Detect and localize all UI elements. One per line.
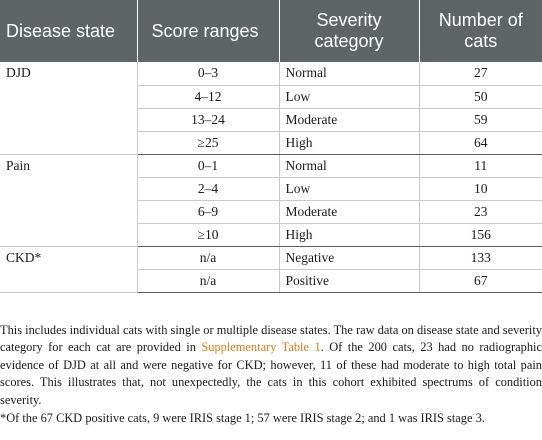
score-range-cell: 4–12	[136, 85, 279, 109]
table-row: 13–24 Moderate 59	[0, 108, 542, 132]
header-severity-category: Severity category	[278, 0, 419, 62]
table-row: DJD 0–3 Normal 27	[0, 62, 542, 155]
header-disease-state: Disease state	[0, 0, 137, 62]
footnote: *Of the 67 CKD positive cats, 9 were IRI…	[0, 411, 485, 426]
table-header: Disease state Score ranges Severity cate…	[0, 0, 542, 62]
severity-category-cell: High	[278, 131, 419, 155]
severity-category-cell: Low	[278, 85, 419, 109]
number-of-cats-cell: 27	[418, 62, 542, 86]
severity-category-cell: Moderate	[278, 200, 419, 224]
score-range-cell: 2–4	[136, 177, 279, 201]
severity-category-cell: Positive	[278, 269, 419, 293]
number-of-cats-cell: 59	[418, 108, 542, 132]
table-row: CKD* n/a Negative 133	[0, 246, 542, 293]
severity-category-cell: Negative	[278, 246, 419, 270]
data-table: Disease state Score ranges Severity cate…	[0, 0, 542, 293]
disease-state-cell: DJD	[0, 62, 137, 155]
table-row: n/a Positive 67	[0, 269, 542, 293]
disease-state-cell: CKD*	[0, 246, 137, 293]
explanatory-paragraph: This includes individual cats with singl…	[0, 322, 542, 409]
severity-category-cell: High	[278, 223, 419, 247]
score-range-cell: ≥10	[136, 223, 279, 247]
table-row: Pain 0–1 Normal 11	[0, 154, 542, 247]
score-range-cell: 0–3	[136, 62, 279, 86]
number-of-cats-cell: 133	[418, 246, 542, 270]
header-score-ranges: Score ranges	[136, 0, 279, 62]
severity-category-cell: Normal	[278, 62, 419, 86]
score-range-cell: 6–9	[136, 200, 279, 224]
table-row: 4–12 Low 50	[0, 85, 542, 109]
table-row: ≥10 High 156	[0, 223, 542, 247]
score-range-cell: n/a	[136, 269, 279, 293]
number-of-cats-cell: 23	[418, 200, 542, 224]
paragraph-text-end: . Of the 200 cats, 23 had no radiographi…	[0, 340, 542, 407]
disease-state-cell: Pain	[0, 154, 137, 247]
number-of-cats-cell: 67	[418, 269, 542, 293]
number-of-cats-cell: 50	[418, 85, 542, 109]
number-of-cats-cell: 11	[418, 154, 542, 178]
table-row: 6–9 Moderate 23	[0, 200, 542, 224]
number-of-cats-cell: 156	[418, 223, 542, 247]
score-range-cell: ≥25	[136, 131, 279, 155]
table-notes: This includes individual cats with singl…	[0, 322, 542, 427]
table-body: DJD 0–3 Normal 27 4–12 Low 50 13–24 Moderate 59 ≥2…	[0, 62, 542, 293]
severity-category-cell: Moderate	[278, 108, 419, 132]
table-row: 2–4 Low 10	[0, 177, 542, 201]
score-range-cell: n/a	[136, 246, 279, 270]
number-of-cats-cell: 10	[418, 177, 542, 201]
table-row: ≥25 High 64	[0, 131, 542, 155]
supplementary-table-link[interactable]: Supplementary Table 1	[201, 340, 321, 355]
severity-category-cell: Normal	[278, 154, 419, 178]
paragraph-text-start: This includes individual cats with singl…	[0, 323, 542, 355]
score-range-cell: 0–1	[136, 154, 279, 178]
number-of-cats-cell: 64	[418, 131, 542, 155]
severity-category-cell: Low	[278, 177, 419, 201]
score-range-cell: 13–24	[136, 108, 279, 132]
header-row: Disease state Score ranges Severity cate…	[0, 0, 542, 62]
header-number-of-cats: Number of cats	[418, 0, 542, 62]
